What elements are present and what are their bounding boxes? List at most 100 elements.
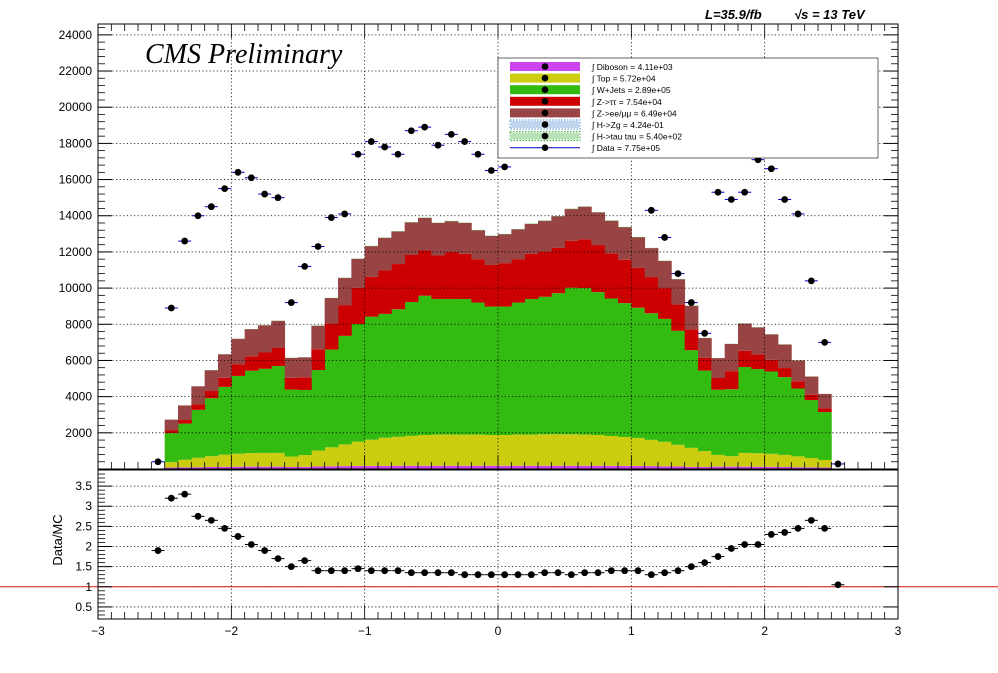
ratio-point <box>487 571 495 579</box>
stack-bar-w-jets-6 <box>231 375 246 454</box>
stack-bar-z-tautau-17 <box>378 270 392 314</box>
stack-bar-top-36 <box>631 437 646 467</box>
stack-bar-top-11 <box>298 455 312 467</box>
y-tick-label: 16000 <box>59 173 93 187</box>
stack-bar-w-jets-24 <box>471 302 486 435</box>
stack-bar-z-tautau-4 <box>204 391 219 399</box>
stack-bar-z-ee-mumu-15 <box>351 258 366 288</box>
stack-bar-diboson-31 <box>564 465 579 469</box>
stack-bar-diboson-38 <box>658 466 672 469</box>
stack-bar-top-7 <box>244 453 259 467</box>
stack-bar-diboson-15 <box>351 466 366 469</box>
stack-bar-w-jets-19 <box>404 302 419 436</box>
stack-bar-z-ee-mumu-26 <box>498 234 512 264</box>
ratio-point <box>754 541 762 548</box>
x-tick-label: 2 <box>761 624 768 638</box>
legend-marker <box>541 109 549 117</box>
stack-bar-top-16 <box>364 439 379 466</box>
stack-bar-top-29 <box>538 434 552 466</box>
ratio-y-tick-label: 2 <box>85 540 92 554</box>
stack-bar-diboson-9 <box>271 466 286 469</box>
stack-bar-w-jets-5 <box>218 386 232 455</box>
stack-bar-diboson-37 <box>644 466 659 469</box>
data-point <box>247 174 255 182</box>
data-point <box>327 214 335 221</box>
x-tick-label: −1 <box>358 624 372 638</box>
stack-bar-z-tautau-33 <box>591 245 606 293</box>
stack-bar-z-ee-mumu-24 <box>471 230 486 260</box>
stack-bar-w-jets-20 <box>418 295 432 435</box>
stack-bar-z-ee-mumu-50 <box>818 393 832 409</box>
stack-bar-w-jets-18 <box>391 309 406 437</box>
stack-bar-z-tautau-26 <box>498 263 512 307</box>
stack-bar-diboson-2 <box>178 467 192 469</box>
stack-bar-w-jets-1 <box>164 433 179 463</box>
stack-bar-z-tautau-27 <box>511 259 526 303</box>
ratio-point <box>221 524 229 532</box>
stack-bar-diboson-20 <box>418 465 432 469</box>
stack-bar-diboson-24 <box>471 465 486 469</box>
stack-bar-z-ee-mumu-1 <box>164 419 179 431</box>
stack-bar-top-19 <box>404 435 419 466</box>
data-point <box>794 210 802 218</box>
data-point <box>807 277 815 285</box>
stack-bar-z-tautau-32 <box>578 239 592 289</box>
stack-bar-diboson-21 <box>431 465 446 469</box>
ratio-point <box>167 494 175 502</box>
data-point <box>181 237 189 245</box>
ratio-point <box>274 555 282 562</box>
y-tick-label: 20000 <box>59 100 93 114</box>
stack-bar-top-5 <box>218 454 232 467</box>
data-point <box>407 127 415 135</box>
legend-marker <box>541 74 549 82</box>
stack-bar-top-41 <box>698 451 712 468</box>
data-point <box>781 196 789 203</box>
data-point <box>834 460 842 468</box>
stack-bar-z-ee-mumu-33 <box>591 212 606 246</box>
stack-bar-diboson-47 <box>778 467 792 469</box>
ratio-point <box>634 567 642 575</box>
stack-bar-w-jets-36 <box>631 307 646 438</box>
stack-bar-diboson-3 <box>191 467 206 469</box>
legend-label: ∫ Data = 7.75e+05 <box>591 143 660 153</box>
legend-marker <box>541 63 549 70</box>
stack-bar-w-jets-29 <box>538 296 552 435</box>
ratio-point <box>434 569 442 577</box>
ratio-point <box>381 567 389 575</box>
stack-bar-w-jets-9 <box>271 366 286 453</box>
ratio-point <box>181 490 189 498</box>
ratio-point <box>581 569 589 577</box>
stack-bar-diboson-43 <box>724 466 739 469</box>
stack-bar-z-tautau-20 <box>418 250 432 296</box>
ratio-panel-grid <box>98 470 898 619</box>
y-tick-label: 6000 <box>65 353 92 367</box>
stack-bar-w-jets-44 <box>738 366 752 453</box>
cms-preliminary-label: CMS Preliminary <box>145 39 343 70</box>
stack-bar-z-tautau-11 <box>298 377 312 390</box>
stack-bar-top-24 <box>471 434 486 466</box>
stack-bar-top-26 <box>498 434 512 466</box>
stack-bar-z-tautau-50 <box>818 408 832 413</box>
stack-bar-top-2 <box>178 459 192 468</box>
ratio-point <box>514 571 522 579</box>
stack-bar-diboson-36 <box>631 466 646 469</box>
y-tick-label: 2000 <box>65 426 92 440</box>
stack-bar-w-jets-3 <box>191 409 206 458</box>
stack-bar-z-tautau-39 <box>671 304 686 331</box>
ratio-axes: 0.5 1 1.5 2 2.5 3 3.5 −3 −2 −1 0 1 2 3 <box>75 469 902 638</box>
legend-marker <box>541 132 549 140</box>
stack-bar-z-tautau-10 <box>284 377 299 390</box>
ratio-point <box>567 571 575 579</box>
lumi-label: L=35.9/fb <box>705 7 762 22</box>
stack-bar-z-tautau-16 <box>364 276 379 317</box>
ratio-point <box>541 569 549 577</box>
stack-bar-top-45 <box>751 453 766 467</box>
stack-bar-z-ee-mumu-40 <box>684 305 699 330</box>
y-tick-label: 24000 <box>59 28 93 42</box>
stack-bar-z-ee-mumu-37 <box>644 248 659 278</box>
stack-bar-z-ee-mumu-6 <box>231 338 246 365</box>
stack-bar-w-jets-34 <box>604 298 619 436</box>
stack-bar-z-ee-mumu-18 <box>391 231 406 265</box>
stack-bar-w-jets-17 <box>378 313 392 438</box>
